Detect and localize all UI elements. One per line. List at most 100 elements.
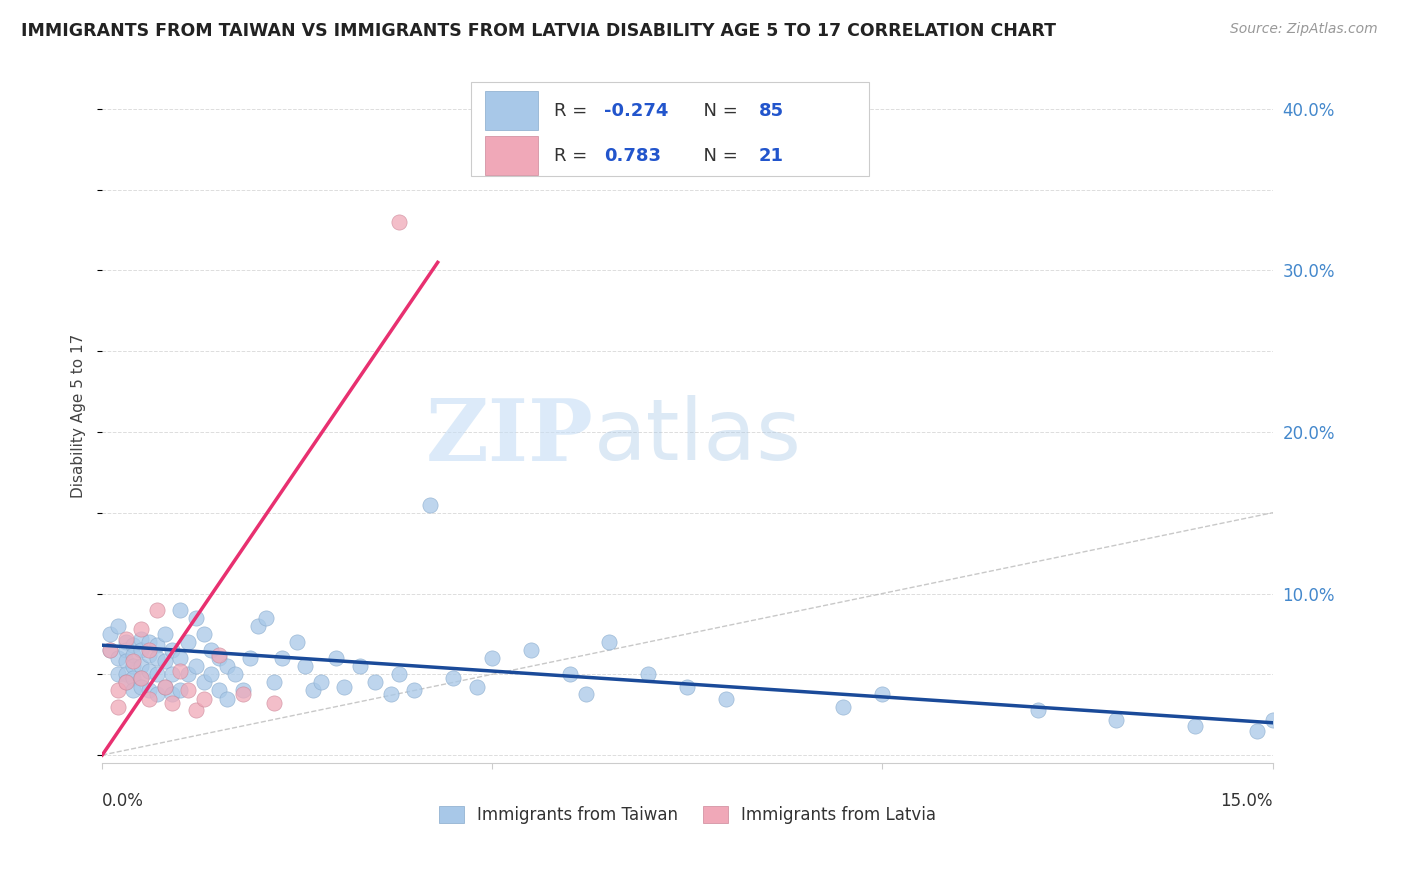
Point (153, 680, 176, 694)
Point (169, 664, 191, 678)
Point (200, 643, 222, 657)
Point (138, 648, 160, 662)
Point (716, 691, 738, 706)
Point (107, 699, 129, 714)
Point (520, 643, 543, 657)
Point (129, 671, 152, 685)
Point (208, 683, 231, 698)
Point (129, 632, 152, 646)
Point (177, 683, 200, 698)
Point (169, 651, 191, 665)
Point (193, 675, 215, 690)
Point (162, 687, 184, 701)
Point (208, 648, 231, 662)
Text: R =: R = (554, 102, 593, 120)
Point (302, 683, 325, 698)
Point (1105, 713, 1128, 727)
Text: 85: 85 (759, 102, 785, 120)
Point (184, 611, 207, 625)
Point (481, 651, 503, 665)
FancyBboxPatch shape (471, 82, 869, 177)
Point (114, 643, 136, 657)
Point (114, 635, 136, 649)
Text: atlas: atlas (593, 395, 801, 478)
Point (129, 622, 152, 636)
Point (107, 683, 129, 698)
Point (138, 683, 160, 698)
Point (832, 699, 855, 714)
Point (114, 675, 136, 690)
Point (1028, 703, 1050, 717)
Point (153, 680, 176, 694)
Point (146, 651, 169, 665)
Point (107, 619, 129, 633)
Point (1184, 719, 1206, 733)
Point (184, 659, 207, 673)
Point (325, 651, 347, 665)
Point (200, 667, 222, 681)
Point (129, 643, 152, 657)
Point (1261, 713, 1284, 727)
Point (146, 602, 169, 616)
Legend: Immigrants from Taiwan, Immigrants from Latvia: Immigrants from Taiwan, Immigrants from … (439, 806, 936, 824)
Point (872, 687, 894, 701)
Point (404, 683, 426, 698)
Point (138, 691, 160, 706)
FancyBboxPatch shape (485, 136, 537, 175)
Point (349, 659, 371, 673)
Text: N =: N = (692, 102, 744, 120)
Point (114, 654, 136, 668)
Text: -0.274: -0.274 (605, 102, 669, 120)
Point (1246, 723, 1268, 738)
Point (193, 627, 215, 641)
Point (232, 683, 254, 698)
Text: IMMIGRANTS FROM TAIWAN VS IMMIGRANTS FROM LATVIA DISABILITY AGE 5 TO 17 CORRELAT: IMMIGRANTS FROM TAIWAN VS IMMIGRANTS FRO… (21, 22, 1056, 40)
Point (419, 498, 441, 512)
Point (294, 659, 316, 673)
Point (637, 667, 659, 681)
Point (254, 611, 277, 625)
Point (138, 664, 160, 678)
Point (232, 687, 254, 701)
Text: 0.0%: 0.0% (103, 792, 143, 810)
Point (98, 627, 121, 641)
Point (441, 671, 464, 685)
Text: ZIP: ZIP (426, 394, 593, 479)
Point (122, 648, 145, 662)
Point (122, 683, 145, 698)
Point (98, 643, 121, 657)
Point (122, 638, 145, 652)
Point (122, 654, 145, 668)
Point (162, 667, 184, 681)
Point (98, 643, 121, 657)
Point (146, 687, 169, 701)
Point (239, 651, 262, 665)
Text: 15.0%: 15.0% (1220, 792, 1272, 810)
Point (215, 691, 238, 706)
Y-axis label: Disability Age 5 to 17: Disability Age 5 to 17 (72, 334, 86, 498)
Point (309, 675, 332, 690)
Point (146, 667, 169, 681)
Point (465, 680, 488, 694)
Point (208, 651, 231, 665)
Point (676, 680, 699, 694)
Point (138, 635, 160, 649)
Point (153, 627, 176, 641)
Text: 21: 21 (759, 146, 783, 164)
Text: N =: N = (692, 146, 744, 164)
Point (364, 675, 387, 690)
Point (122, 659, 145, 673)
Point (129, 671, 152, 685)
Point (146, 638, 169, 652)
Point (129, 659, 152, 673)
Point (138, 643, 160, 657)
Point (114, 675, 136, 690)
Text: 0.783: 0.783 (605, 146, 661, 164)
Point (224, 667, 246, 681)
Point (193, 691, 215, 706)
Text: Source: ZipAtlas.com: Source: ZipAtlas.com (1230, 22, 1378, 37)
Point (333, 680, 356, 694)
Point (560, 667, 582, 681)
Point (177, 667, 200, 681)
Point (153, 654, 176, 668)
